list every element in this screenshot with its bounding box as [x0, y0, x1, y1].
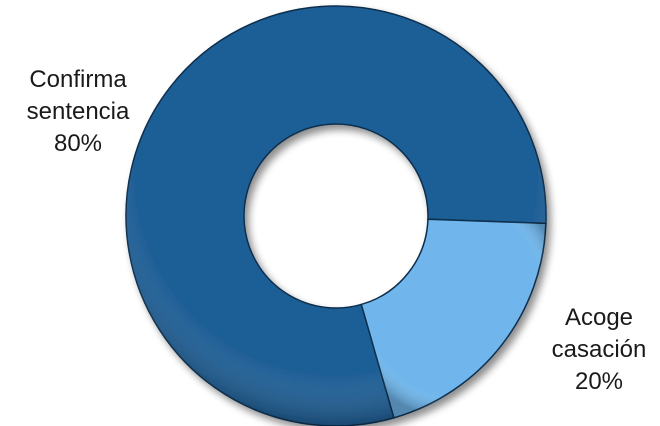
slice-acoge-casacion-bevel: [361, 219, 546, 418]
slice-label-line: sentencia: [26, 98, 130, 125]
slice-label-confirma-sentencia: Confirma sentencia 80%: [0, 64, 156, 160]
slice-label-line: Acoge: [564, 304, 634, 331]
slice-value-label: 80%: [53, 130, 103, 157]
slice-confirma-sentencia-bevel: [126, 6, 546, 426]
slice-label-line: casación: [551, 336, 647, 363]
slice-label-line: Confirma: [29, 66, 127, 93]
slice-label-acoge-casacion: Acoge casación 20%: [540, 302, 658, 398]
donut-slices: [125, 5, 547, 426]
slice-value-label: 20%: [574, 368, 624, 395]
